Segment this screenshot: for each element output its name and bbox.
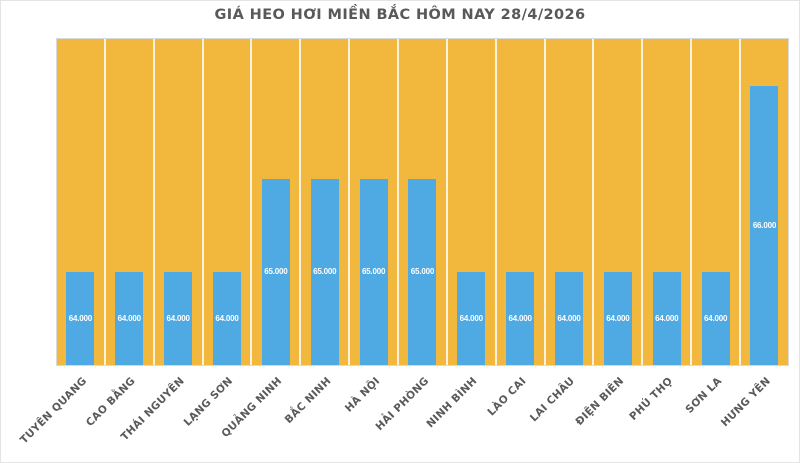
bar-điện-biên: 64.000	[603, 271, 632, 365]
bar-value-label: 64.000	[166, 313, 190, 323]
category-column: 65.000	[350, 39, 400, 365]
bar-value-label: 64.000	[117, 313, 141, 323]
bar-lào-cai: 64.000	[506, 271, 535, 365]
bar-value-label: 65.000	[313, 267, 337, 277]
category-column: 64.000	[204, 39, 253, 365]
bar-hà-nội: 65.000	[359, 178, 388, 365]
bar-quảng-ninh: 65.000	[261, 178, 290, 365]
bar-lai-châu: 64.000	[555, 271, 584, 365]
category-column: 64.000	[106, 39, 155, 365]
category-column: 64.000	[497, 39, 546, 365]
bar-bắc-ninh: 65.000	[310, 178, 339, 365]
category-column: 64.000	[155, 39, 204, 365]
bar-value-label: 65.000	[361, 267, 386, 277]
bar-value-label: 64.000	[459, 313, 483, 323]
bar-lạng-sơn: 64.000	[213, 271, 241, 365]
category-column: 64.000	[692, 39, 742, 365]
bar-value-label: 64.000	[703, 313, 728, 323]
category-column: 64.000	[643, 39, 693, 365]
bar-sơn-la: 64.000	[701, 271, 730, 365]
plot-area: 64.000 64.000 64.000 64.000 65.000 65.000 65.0…	[56, 38, 789, 366]
bar-value-label: 66.000	[752, 220, 777, 230]
bar-hải-phòng: 65.000	[408, 178, 437, 365]
bar-value-label: 64.000	[606, 313, 630, 323]
category-column: 64.000	[57, 39, 106, 365]
bar-value-label: 64.000	[508, 313, 532, 323]
chart-title: GIÁ HEO HƠI MIỀN BẮC HÔM NAY 28/4/2026	[214, 7, 586, 23]
category-column: 65.000	[301, 39, 351, 365]
category-column: 64.000	[448, 39, 497, 365]
bar-cao-bằng: 64.000	[115, 271, 144, 365]
bar-value-label: 64.000	[68, 313, 93, 323]
category-column: 64.000	[546, 39, 595, 365]
category-column: 64.000	[594, 39, 644, 365]
category-column: 66.000	[741, 39, 788, 365]
bar-tuyên-quang: 64.000	[66, 271, 95, 365]
category-column: 65.000	[252, 39, 302, 365]
category-column: 65.000	[399, 39, 448, 365]
bar-value-label: 65.000	[410, 267, 435, 277]
bar-phú-thọ: 64.000	[652, 271, 681, 365]
bar-ninh-bình: 64.000	[457, 271, 486, 365]
bar-value-label: 64.000	[215, 313, 239, 323]
bar-hưng-yên: 66.000	[750, 85, 779, 365]
bar-value-label: 64.000	[655, 313, 679, 323]
bar-thái-nguyên: 64.000	[164, 271, 193, 365]
bar-value-label: 64.000	[557, 313, 581, 323]
bar-value-label: 65.000	[264, 267, 288, 277]
